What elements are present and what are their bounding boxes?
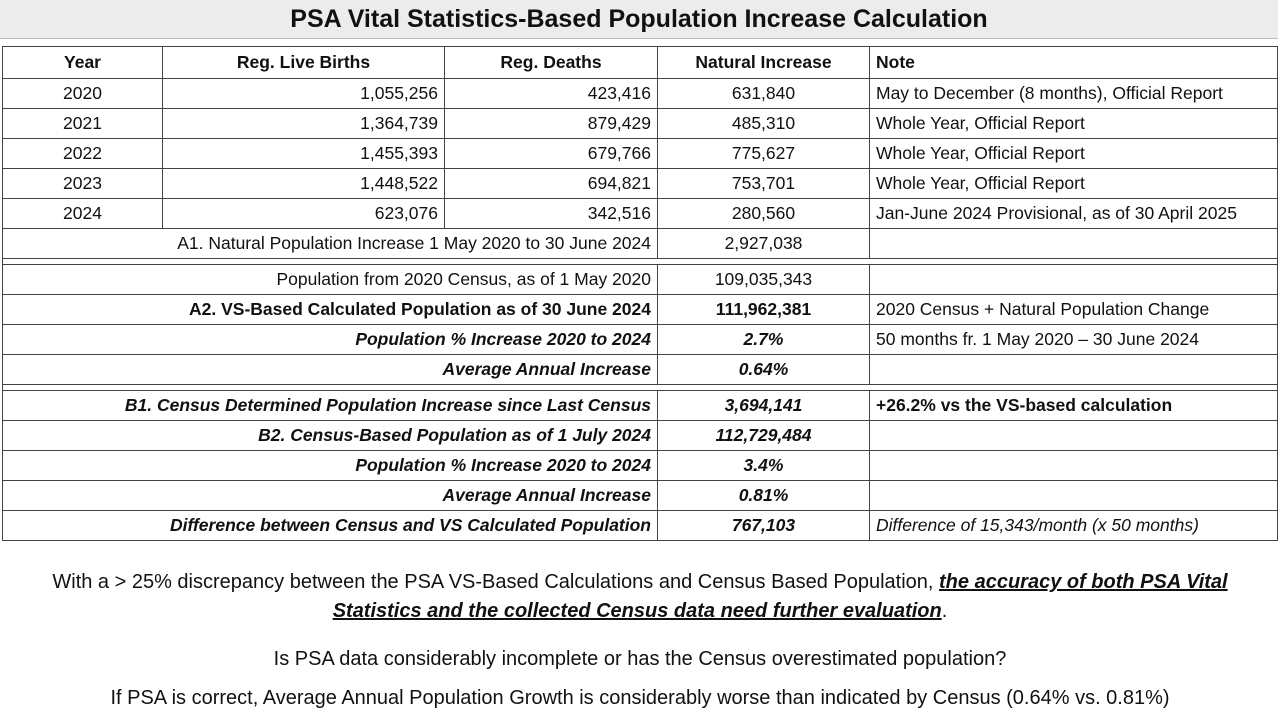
difference-note: Difference of 15,343/month (x 50 months) (869, 510, 1278, 541)
a1-label: A1. Natural Population Increase 1 May 20… (2, 228, 658, 259)
b1-value: 3,694,141 (657, 390, 870, 421)
header-year: Year (2, 46, 163, 79)
b1-note: +26.2% vs the VS-based calculation (869, 390, 1278, 421)
table-row: 2022 1,455,393 679,766 775,627 Whole Yea… (2, 138, 1278, 169)
growth-caption: If PSA is correct, Average Annual Popula… (110, 687, 1170, 709)
b-pct-note (869, 450, 1278, 481)
header-note: Note (869, 46, 1278, 79)
header-live-births: Reg. Live Births (162, 46, 445, 79)
natural-increase-cell: 280,560 (657, 198, 870, 229)
b-pct-value: 3.4% (657, 450, 870, 481)
caption-line1-emphasis: the accuracy of both PSA Vital Statistic… (332, 571, 1228, 622)
a-avg-label: Average Annual Increase (2, 354, 658, 385)
a-pct-note: 50 months fr. 1 May 2020 – 30 June 2024 (869, 324, 1278, 355)
a1-row: A1. Natural Population Increase 1 May 20… (2, 228, 1278, 259)
b-avg-label: Average Annual Increase (2, 480, 658, 511)
header-natural-increase: Natural Increase (657, 46, 870, 79)
note-cell: Jan-June 2024 Provisional, as of 30 Apri… (869, 198, 1278, 229)
caption-line1-text: With a > 25% discrepancy between the PSA… (52, 571, 940, 593)
table-row: 2024 623,076 342,516 280,560 Jan-June 20… (2, 198, 1278, 229)
table-row: 2021 1,364,739 879,429 485,310 Whole Yea… (2, 108, 1278, 139)
note-cell: Whole Year, Official Report (869, 108, 1278, 139)
deaths-cell: 879,429 (444, 108, 658, 139)
year-cell: 2020 (2, 78, 163, 109)
a-avg-note (869, 354, 1278, 385)
census-2020-label: Population from 2020 Census, as of 1 May… (2, 264, 658, 295)
deaths-cell: 679,766 (444, 138, 658, 169)
a1-value: 2,927,038 (657, 228, 870, 259)
deaths-cell: 423,416 (444, 78, 658, 109)
year-cell: 2022 (2, 138, 163, 169)
b-pct-label: Population % Increase 2020 to 2024 (2, 450, 658, 481)
b1-label: B1. Census Determined Population Increas… (2, 390, 658, 421)
a-avg-value: 0.64% (657, 354, 870, 385)
b2-label: B2. Census-Based Population as of 1 July… (2, 420, 658, 451)
births-cell: 1,448,522 (162, 168, 445, 199)
a-pct-label: Population % Increase 2020 to 2024 (2, 324, 658, 355)
difference-row: Difference between Census and VS Calcula… (2, 510, 1278, 541)
b2-value: 112,729,484 (657, 420, 870, 451)
a2-label: A2. VS-Based Calculated Population as of… (2, 294, 658, 325)
year-cell: 2024 (2, 198, 163, 229)
question-caption: Is PSA data considerably incomplete or h… (273, 648, 1007, 670)
births-cell: 623,076 (162, 198, 445, 229)
deaths-cell: 694,821 (444, 168, 658, 199)
page-title: PSA Vital Statistics-Based Population In… (0, 0, 1278, 39)
b-avg-row: Average Annual Increase 0.81% (2, 480, 1278, 511)
deaths-cell: 342,516 (444, 198, 658, 229)
births-cell: 1,455,393 (162, 138, 445, 169)
natural-increase-cell: 753,701 (657, 168, 870, 199)
census-2020-note (869, 264, 1278, 295)
table-row: 2020 1,055,256 423,416 631,840 May to De… (2, 78, 1278, 109)
a-pct-value: 2.7% (657, 324, 870, 355)
births-cell: 1,055,256 (162, 78, 445, 109)
census-2020-row: Population from 2020 Census, as of 1 May… (2, 264, 1278, 295)
natural-increase-cell: 775,627 (657, 138, 870, 169)
note-cell: Whole Year, Official Report (869, 138, 1278, 169)
b1-row: B1. Census Determined Population Increas… (2, 390, 1278, 421)
births-cell: 1,364,739 (162, 108, 445, 139)
discrepancy-caption: With a > 25% discrepancy between the PSA… (10, 568, 1270, 626)
a-pct-row: Population % Increase 2020 to 2024 2.7% … (2, 324, 1278, 355)
difference-label: Difference between Census and VS Calcula… (2, 510, 658, 541)
note-cell: Whole Year, Official Report (869, 168, 1278, 199)
caption-line1-end: . (941, 600, 948, 622)
b2-row: B2. Census-Based Population as of 1 July… (2, 420, 1278, 451)
a2-row: A2. VS-Based Calculated Population as of… (2, 294, 1278, 325)
a2-note: 2020 Census + Natural Population Change (869, 294, 1278, 325)
a-avg-row: Average Annual Increase 0.64% (2, 354, 1278, 385)
note-cell: May to December (8 months), Official Rep… (869, 78, 1278, 109)
table-row: 2023 1,448,522 694,821 753,701 Whole Yea… (2, 168, 1278, 199)
year-cell: 2021 (2, 108, 163, 139)
year-cell: 2023 (2, 168, 163, 199)
natural-increase-cell: 631,840 (657, 78, 870, 109)
b-pct-row: Population % Increase 2020 to 2024 3.4% (2, 450, 1278, 481)
b-avg-value: 0.81% (657, 480, 870, 511)
a2-value: 111,962,381 (657, 294, 870, 325)
difference-value: 767,103 (657, 510, 870, 541)
natural-increase-cell: 485,310 (657, 108, 870, 139)
b2-note (869, 420, 1278, 451)
b-avg-note (869, 480, 1278, 511)
census-2020-value: 109,035,343 (657, 264, 870, 295)
header-deaths: Reg. Deaths (444, 46, 658, 79)
table-header-row: Year Reg. Live Births Reg. Deaths Natura… (2, 46, 1278, 79)
statistics-table: Year Reg. Live Births Reg. Deaths Natura… (2, 46, 1278, 541)
a1-note (869, 228, 1278, 259)
